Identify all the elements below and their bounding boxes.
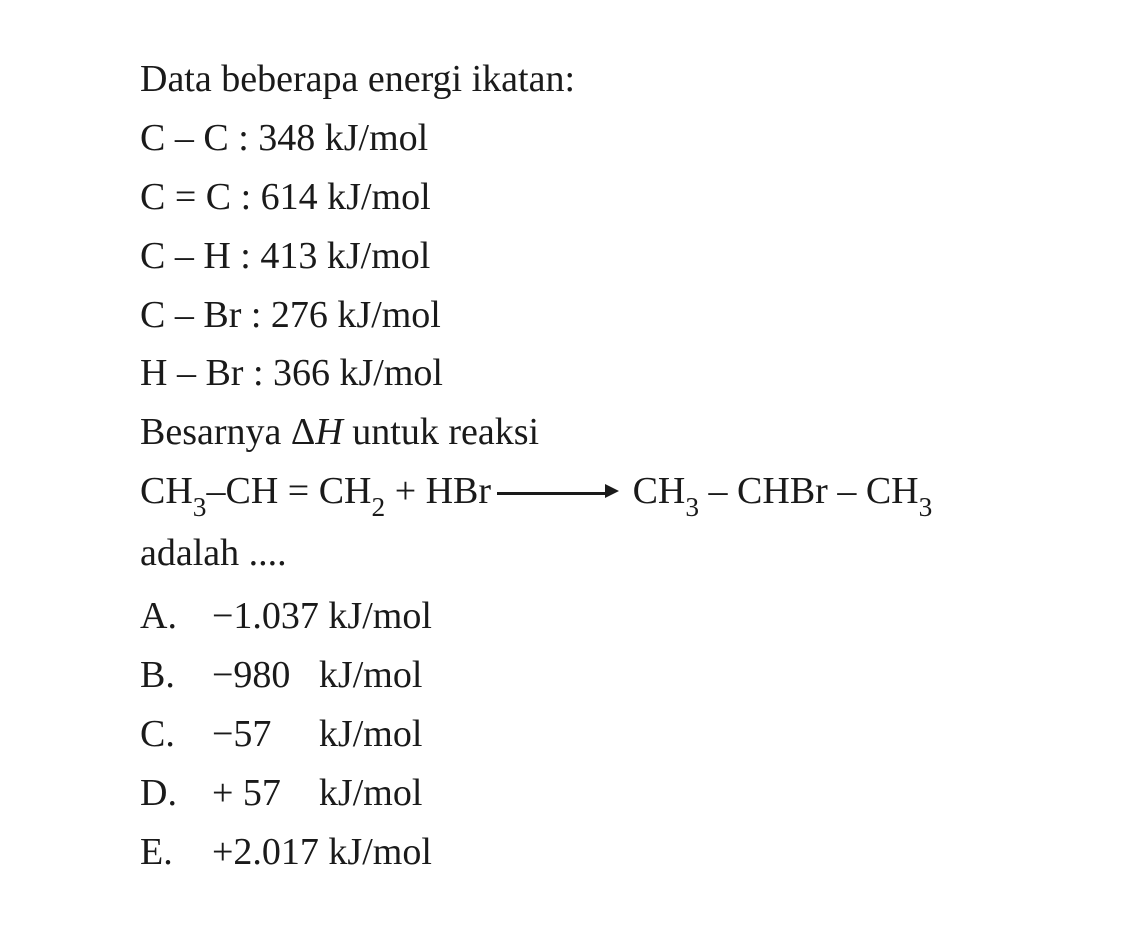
answer-option-e: E. +2.017 kJ/mol — [140, 823, 1067, 882]
answer-option-b: B. −980 kJ/mol — [140, 646, 1067, 705]
bond-energy-line: H – Br : 366 kJ/mol — [140, 344, 1067, 403]
header-text: Data beberapa energi ikatan: — [140, 50, 1067, 109]
subscript: 3 — [193, 492, 207, 522]
reaction-equation: CH3–CH = CH2 + HBr CH3 – CHBr – CH3 — [140, 462, 1067, 524]
option-letter: E. — [140, 823, 212, 882]
reaction-lhs-text: CH — [140, 470, 193, 512]
subscript: 3 — [685, 492, 699, 522]
option-letter: A. — [140, 587, 212, 646]
adalah-text: adalah .... — [140, 524, 1067, 583]
reaction-rhs-text: CH — [623, 470, 685, 512]
answer-option-c: C. −57 kJ/mol — [140, 705, 1067, 764]
option-letter: C. — [140, 705, 212, 764]
question-line: Besarnya ΔH untuk reaksi — [140, 403, 1067, 462]
bond-energy-line: C – Br : 276 kJ/mol — [140, 286, 1067, 345]
reaction-arrow-icon — [497, 461, 617, 520]
option-value: −980 kJ/mol — [212, 646, 422, 705]
answer-options: A. −1.037 kJ/mol B. −980 kJ/mol C. −57 k… — [140, 587, 1067, 881]
option-letter: D. — [140, 764, 212, 823]
answer-option-d: D. + 57 kJ/mol — [140, 764, 1067, 823]
answer-option-a: A. −1.037 kJ/mol — [140, 587, 1067, 646]
subscript: 2 — [372, 492, 386, 522]
bond-energy-line: C – C : 348 kJ/mol — [140, 109, 1067, 168]
reaction-rhs-text: – CHBr – CH — [699, 470, 919, 512]
option-value: + 57 kJ/mol — [212, 764, 422, 823]
bond-energy-line: C – H : 413 kJ/mol — [140, 227, 1067, 286]
reaction-lhs-text: + HBr — [385, 470, 491, 512]
option-value: +2.017 kJ/mol — [212, 823, 432, 882]
option-letter: B. — [140, 646, 212, 705]
question-suffix: untuk reaksi — [343, 411, 539, 453]
delta-symbol: Δ — [291, 411, 315, 453]
reaction-lhs-text: –CH = CH — [206, 470, 371, 512]
question-content: Data beberapa energi ikatan: C – C : 348… — [140, 50, 1067, 882]
delta-variable: H — [315, 411, 342, 453]
subscript: 3 — [919, 492, 933, 522]
option-value: −1.037 kJ/mol — [212, 587, 432, 646]
question-prefix: Besarnya — [140, 411, 291, 453]
bond-energy-line: C = C : 614 kJ/mol — [140, 168, 1067, 227]
option-value: −57 kJ/mol — [212, 705, 422, 764]
